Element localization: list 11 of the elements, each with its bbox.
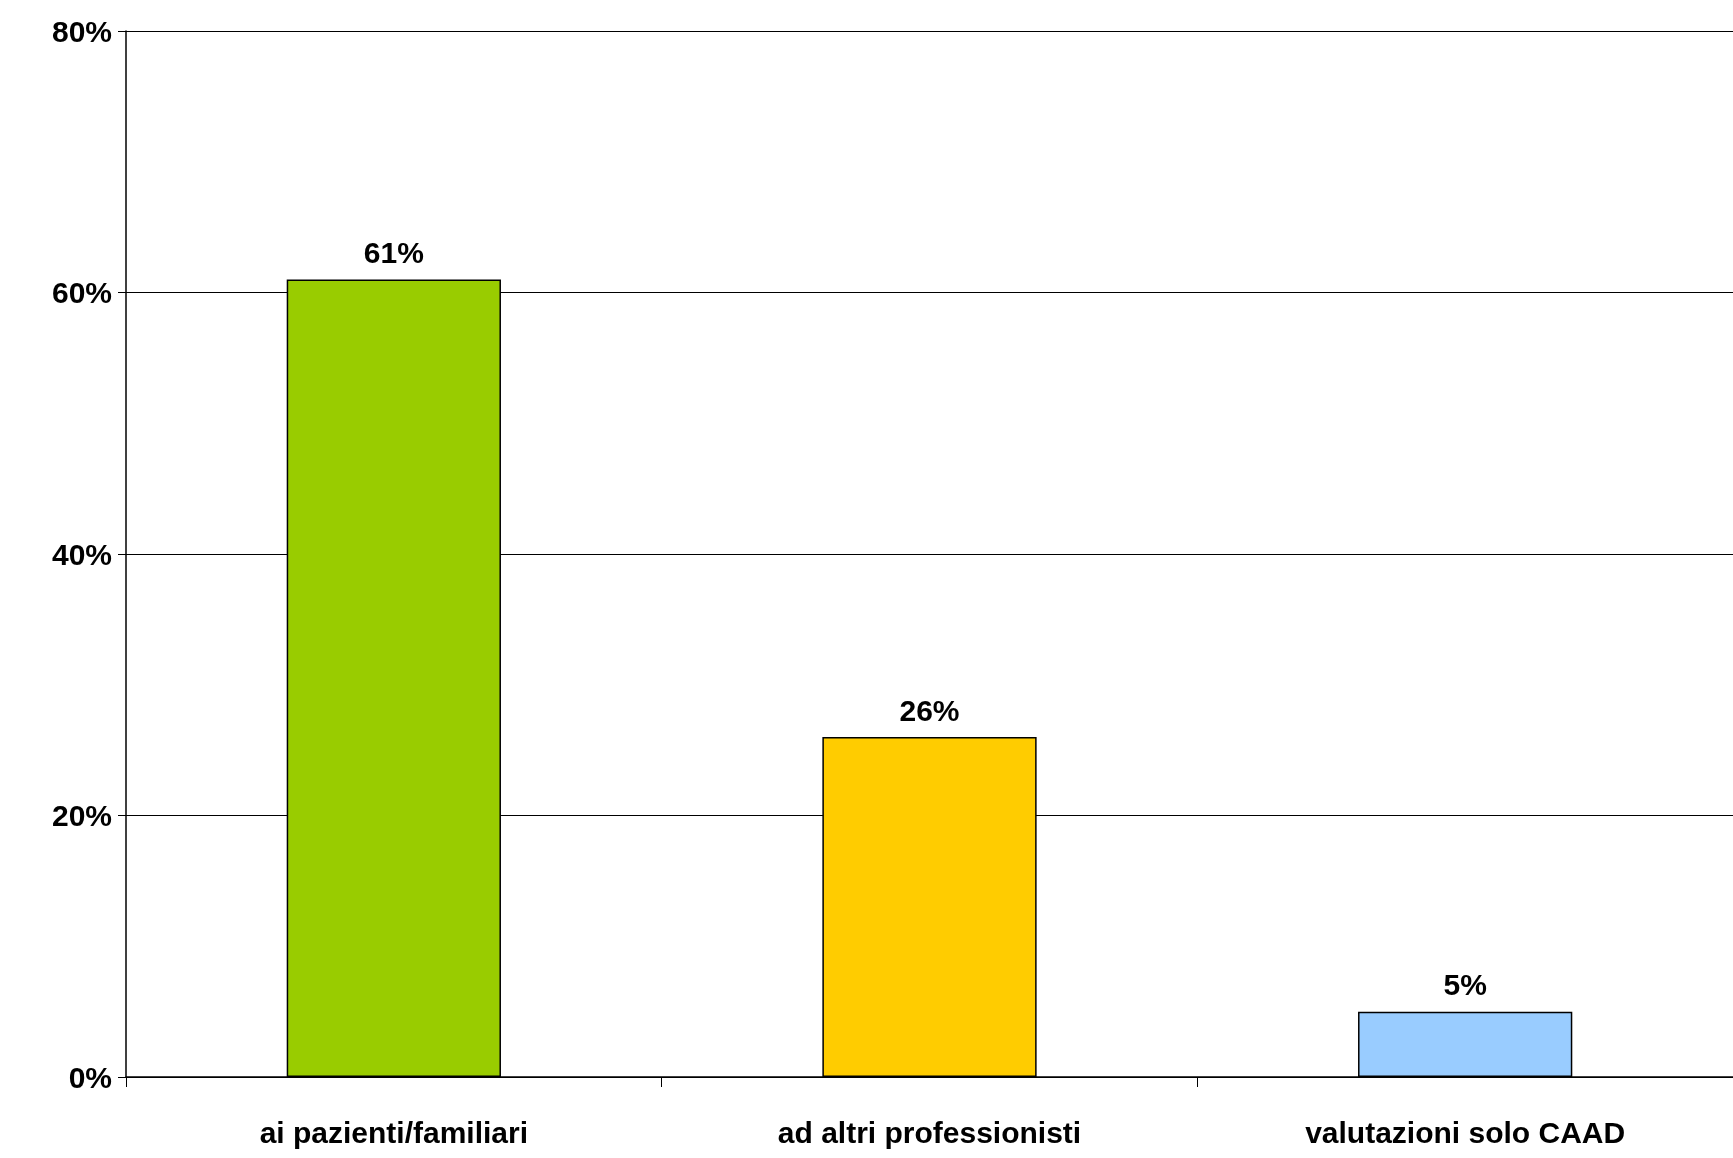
y-tick-label: 60% bbox=[51, 276, 112, 309]
data-label: 5% bbox=[1443, 968, 1487, 1002]
x-tick-label: ad altri professionisti bbox=[777, 1115, 1082, 1149]
x-tick-label: ai pazienti/familiari bbox=[259, 1115, 529, 1149]
x-tick-label: valutazioni solo CAAD bbox=[1305, 1115, 1626, 1149]
data-label: 61% bbox=[363, 235, 424, 269]
y-tick-label: 80% bbox=[51, 14, 112, 48]
data-label: 26% bbox=[899, 693, 960, 727]
y-tick-label: 40% bbox=[51, 537, 112, 571]
y-tick-label: 20% bbox=[51, 799, 112, 832]
y-tick-label: 0% bbox=[68, 1060, 112, 1094]
